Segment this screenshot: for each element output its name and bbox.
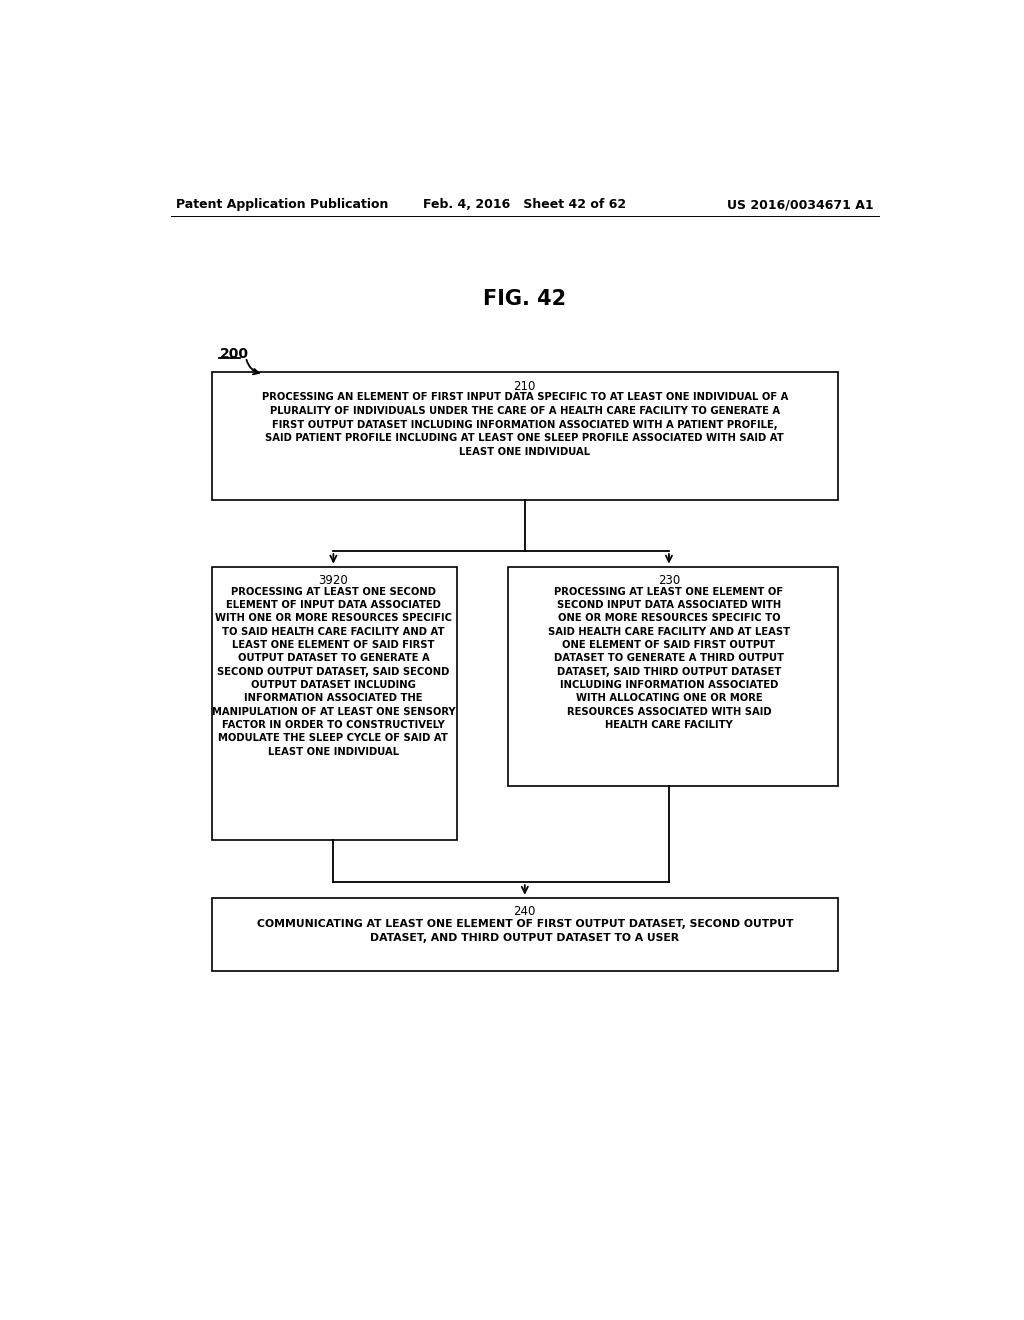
Text: Patent Application Publication: Patent Application Publication	[176, 198, 388, 211]
Text: PROCESSING AT LEAST ONE ELEMENT OF
SECOND INPUT DATA ASSOCIATED WITH
ONE OR MORE: PROCESSING AT LEAST ONE ELEMENT OF SECON…	[548, 586, 790, 730]
Text: 3920: 3920	[318, 574, 348, 587]
Text: 230: 230	[657, 574, 680, 587]
Text: Feb. 4, 2016   Sheet 42 of 62: Feb. 4, 2016 Sheet 42 of 62	[423, 198, 627, 211]
Text: US 2016/0034671 A1: US 2016/0034671 A1	[727, 198, 873, 211]
Text: 210: 210	[514, 380, 536, 393]
Bar	[212, 372, 838, 499]
Text: PROCESSING AN ELEMENT OF FIRST INPUT DATA SPECIFIC TO AT LEAST ONE INDIVIDUAL OF: PROCESSING AN ELEMENT OF FIRST INPUT DAT…	[261, 392, 788, 457]
Bar	[212, 566, 457, 840]
Bar	[212, 898, 838, 970]
Text: FIG. 42: FIG. 42	[483, 289, 566, 309]
Text: 240: 240	[514, 906, 536, 919]
Bar	[508, 566, 838, 785]
Text: 200: 200	[219, 347, 249, 362]
Text: PROCESSING AT LEAST ONE SECOND
ELEMENT OF INPUT DATA ASSOCIATED
WITH ONE OR MORE: PROCESSING AT LEAST ONE SECOND ELEMENT O…	[212, 586, 456, 756]
Text: COMMUNICATING AT LEAST ONE ELEMENT OF FIRST OUTPUT DATASET, SECOND OUTPUT
DATASE: COMMUNICATING AT LEAST ONE ELEMENT OF FI…	[257, 919, 793, 944]
